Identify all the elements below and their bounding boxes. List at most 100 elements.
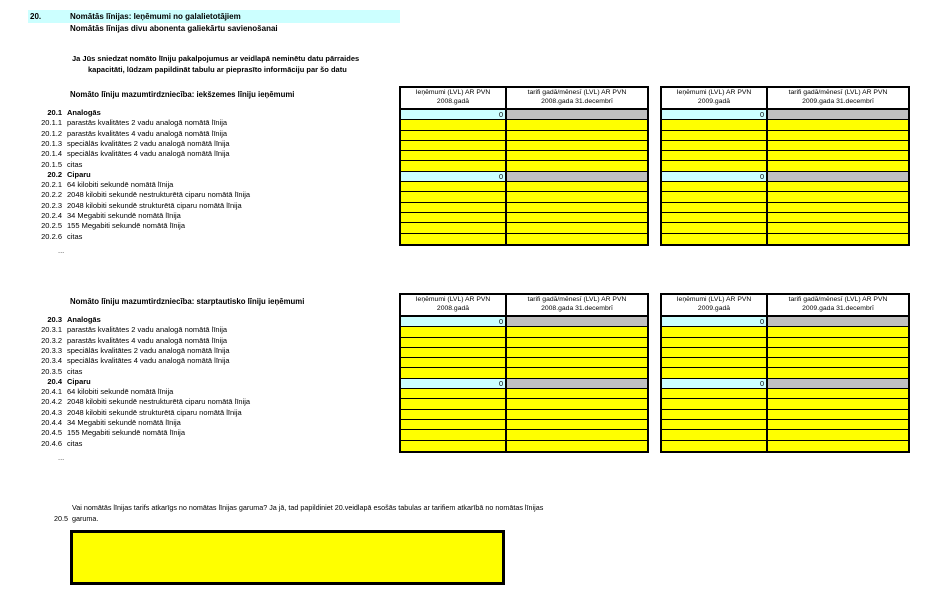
revenue-input-cell[interactable] (662, 151, 766, 161)
tariff-input-cell[interactable] (766, 130, 908, 140)
note-line-2: kapacitāti, lūdzam papildināt tabulu ar … (88, 65, 347, 74)
revenue-input-cell[interactable] (401, 430, 505, 440)
tariff-input-cell[interactable] (766, 347, 908, 358)
tariff-input-cell[interactable] (505, 140, 647, 151)
row-label-line: 20.1.4 speciālās kvalitātes 4 vadu analog… (0, 149, 396, 159)
tariff-input-cell[interactable] (766, 140, 908, 151)
tariff-input-cell[interactable] (766, 192, 908, 202)
revenue-input-cell[interactable] (401, 182, 505, 192)
tariff-input-cell[interactable] (505, 161, 647, 171)
revenue-input-cell[interactable] (662, 389, 766, 399)
tariff-input-cell[interactable] (766, 151, 908, 161)
tariff-input-cell[interactable] (505, 223, 647, 233)
tariff-input-cell[interactable] (505, 182, 647, 192)
tariff-input-cell[interactable] (505, 192, 647, 202)
tariff-input-cell[interactable] (766, 389, 908, 399)
tariff-input-cell[interactable] (766, 327, 908, 337)
revenue-input-cell[interactable] (662, 430, 766, 440)
tariff-input-cell[interactable] (766, 337, 908, 347)
revenue-input-cell[interactable] (401, 140, 505, 151)
revenue-input-cell[interactable] (401, 419, 505, 430)
tariff-input-cell[interactable] (766, 440, 908, 451)
tariff-input-cell[interactable] (505, 440, 647, 451)
table-row (401, 182, 647, 193)
row-number: 20.4.6 (41, 438, 62, 448)
tariff-input-cell[interactable] (505, 409, 647, 419)
revenue-input-cell[interactable] (662, 120, 766, 130)
revenue-input-cell[interactable] (401, 368, 505, 378)
revenue-input-cell[interactable] (401, 151, 505, 161)
tariff-input-cell[interactable] (766, 161, 908, 171)
revenue-input-cell[interactable] (401, 347, 505, 358)
revenue-input-cell[interactable] (662, 440, 766, 451)
revenue-input-cell[interactable] (662, 233, 766, 244)
revenue-input-cell[interactable] (401, 389, 505, 399)
tariff-input-cell[interactable] (766, 223, 908, 233)
revenue-input-cell[interactable] (662, 223, 766, 233)
tariff-input-cell[interactable] (505, 130, 647, 140)
tariff-input-cell[interactable] (766, 233, 908, 244)
tariff-input-cell[interactable] (766, 202, 908, 212)
revenue-input-cell[interactable] (401, 130, 505, 140)
tariff-input-cell[interactable] (766, 120, 908, 130)
tariff-input-cell[interactable] (766, 409, 908, 419)
revenue-input-cell[interactable] (662, 368, 766, 378)
revenue-input-cell[interactable] (401, 223, 505, 233)
revenue-input-cell[interactable] (401, 440, 505, 451)
tariff-input-cell[interactable] (505, 358, 647, 368)
tariff-input-cell[interactable] (505, 233, 647, 244)
row-label: 34 Megabiti sekundē nomātā līnija (67, 418, 181, 427)
tariff-input-cell[interactable] (766, 419, 908, 430)
revenue-input-cell[interactable] (662, 399, 766, 409)
tariff-input-cell[interactable] (505, 120, 647, 130)
revenue-input-cell[interactable] (662, 419, 766, 430)
revenue-input-cell[interactable] (662, 130, 766, 140)
revenue-input-cell[interactable] (401, 161, 505, 171)
tariff-input-cell[interactable] (505, 202, 647, 212)
revenue-input-cell[interactable] (662, 212, 766, 223)
revenue-input-cell[interactable] (401, 202, 505, 212)
revenue-input-cell[interactable] (662, 182, 766, 192)
revenue-input-cell[interactable] (401, 120, 505, 130)
revenue-input-cell[interactable] (401, 358, 505, 368)
tariff-input-cell[interactable] (766, 399, 908, 409)
header-line: tarifi gadā/mēnesī (LVL) AR PVN (527, 89, 627, 97)
revenue-input-cell[interactable] (401, 212, 505, 223)
tariff-input-cell[interactable] (505, 212, 647, 223)
answer-input-box[interactable] (70, 530, 505, 585)
tariff-input-cell[interactable] (505, 151, 647, 161)
revenue-column-header: Ieņēmumi (LVL) AR PVN 2009.gadā (662, 295, 766, 315)
header-line: 2009.gadā (697, 98, 731, 105)
tariff-input-cell[interactable] (505, 368, 647, 378)
tariff-input-cell[interactable] (766, 212, 908, 223)
row-label-line: 20.2.6 citas (0, 232, 396, 242)
tariff-input-cell[interactable] (505, 327, 647, 337)
revenue-input-cell[interactable] (662, 327, 766, 337)
revenue-input-cell[interactable] (401, 409, 505, 419)
tariff-input-cell[interactable] (505, 337, 647, 347)
revenue-input-cell[interactable] (662, 161, 766, 171)
revenue-input-cell[interactable] (401, 192, 505, 202)
tariff-input-cell[interactable] (766, 430, 908, 440)
row-label: Ciparu (67, 169, 91, 179)
tariff-input-cell[interactable] (505, 347, 647, 358)
revenue-input-cell[interactable] (662, 409, 766, 419)
tariff-input-cell[interactable] (766, 368, 908, 378)
revenue-input-cell[interactable] (662, 358, 766, 368)
revenue-input-cell[interactable] (401, 327, 505, 337)
revenue-input-cell[interactable] (401, 233, 505, 244)
revenue-input-cell[interactable] (662, 347, 766, 358)
tariff-input-cell[interactable] (766, 182, 908, 192)
revenue-input-cell[interactable] (662, 140, 766, 151)
tariff-input-cell[interactable] (505, 399, 647, 409)
tariff-column-header: tarifi gadā/mēnesī (LVL) AR PVN 2009.gada… (766, 88, 908, 108)
revenue-input-cell[interactable] (662, 337, 766, 347)
revenue-input-cell[interactable] (662, 202, 766, 212)
tariff-input-cell[interactable] (505, 389, 647, 399)
revenue-input-cell[interactable] (401, 399, 505, 409)
revenue-input-cell[interactable] (662, 192, 766, 202)
tariff-input-cell[interactable] (505, 419, 647, 430)
revenue-input-cell[interactable] (401, 337, 505, 347)
tariff-input-cell[interactable] (505, 430, 647, 440)
tariff-input-cell[interactable] (766, 358, 908, 368)
